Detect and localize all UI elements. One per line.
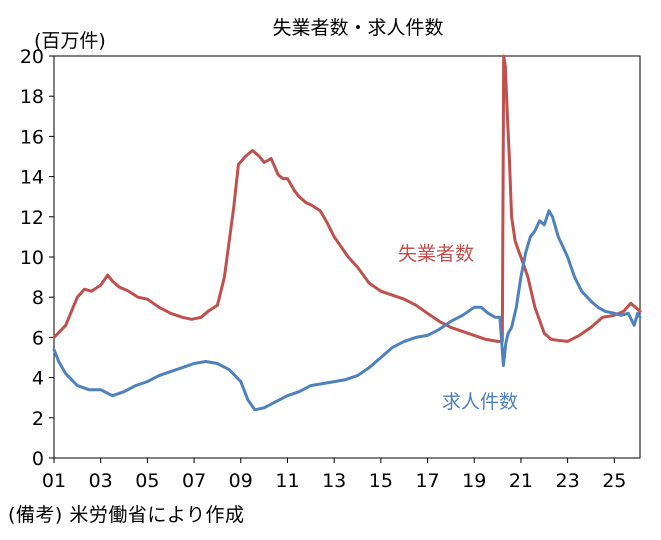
series-label-job-openings: 求人件数 [442,391,518,413]
y-tick-label: 6 [32,327,44,349]
y-tick-label: 16 [20,126,44,148]
y-tick-label: 8 [32,287,44,309]
y-tick-label: 14 [20,167,44,189]
x-tick-label: 23 [556,470,580,492]
x-tick-label: 25 [602,470,626,492]
x-tick-label: 13 [322,470,346,492]
source-note: (備考) 米労働省により作成 [8,504,245,526]
y-tick-label: 12 [20,207,44,229]
y-axis: 0 2 4 6 8 10 12 14 16 18 20 [20,46,54,470]
x-tick-label: 07 [182,470,206,492]
y-unit-label: (百万件) [34,30,106,52]
y-tick-label: 4 [32,368,44,390]
chart-title: 失業者数・求人件数 [272,17,443,39]
x-tick-label: 17 [415,470,439,492]
x-tick-label: 19 [462,470,486,492]
y-tick-label: 20 [20,46,44,68]
y-tick-label: 18 [20,86,44,108]
x-tick-label: 05 [135,470,159,492]
x-tick-label: 21 [509,470,533,492]
series-line-unemployed [52,54,642,343]
x-tick-label: 03 [89,470,113,492]
x-tick-label: 01 [42,470,66,492]
series-line-job-openings [52,209,642,412]
x-tick-label: 11 [275,470,299,492]
series-layer [52,54,642,412]
x-axis: 01 03 05 07 09 11 13 15 17 19 21 23 25 [42,458,626,492]
y-tick-label: 10 [20,247,44,269]
y-tick-label: 2 [32,408,44,430]
series-label-unemployed: 失業者数 [398,243,474,265]
x-tick-label: 09 [229,470,253,492]
x-tick-label: 15 [369,470,393,492]
y-tick-label: 0 [32,448,44,470]
